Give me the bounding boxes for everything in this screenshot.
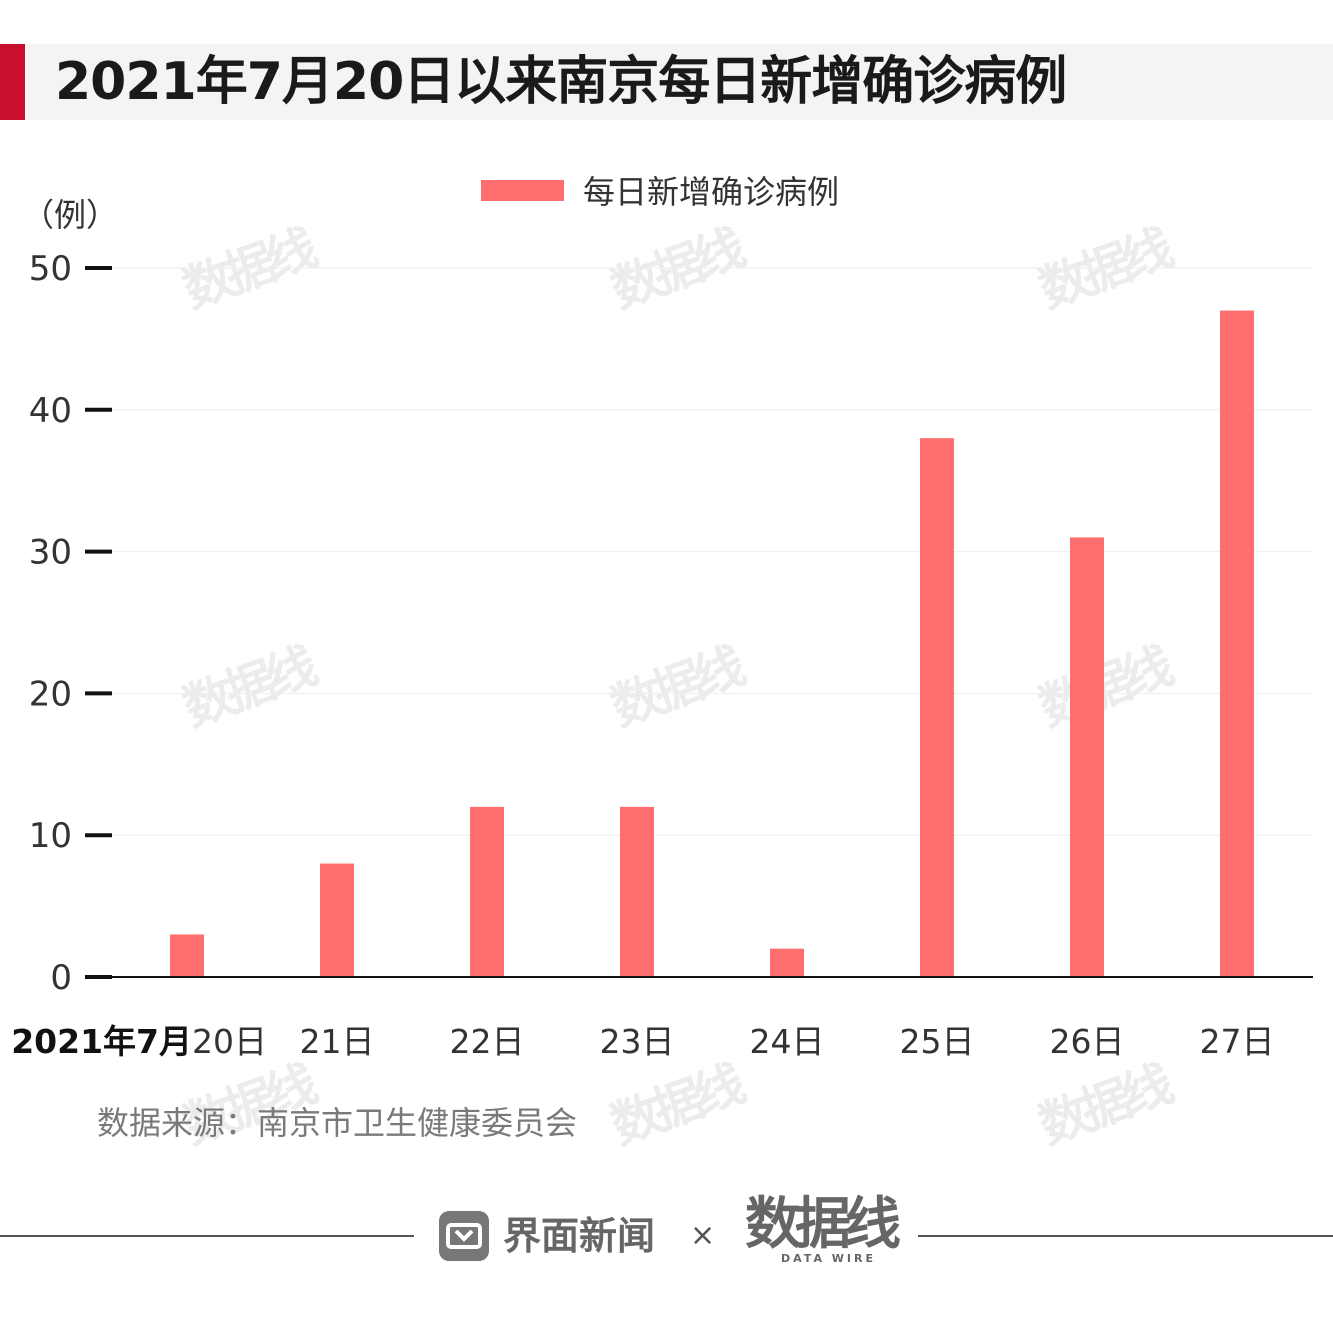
x-tick-label: 23日 — [600, 1022, 675, 1061]
x-tick-label: 25日 — [900, 1022, 975, 1061]
times-sign: × — [690, 1218, 716, 1253]
y-tick-label: 30 — [29, 533, 72, 573]
title-accent-bar — [0, 44, 25, 120]
bar-chart: （例） 每日新增确诊病例 0 10 20 30 40 50 2021年7月20日 21日 22日 23… — [11, 173, 1313, 1061]
jiemian-brand-name: 界面新闻 — [503, 1214, 656, 1258]
bar — [320, 863, 354, 977]
title-bar: 2021年7月20日以来南京每日新增确诊病例 — [0, 44, 1333, 120]
jiemian-logo-icon — [439, 1211, 489, 1261]
y-tick-label: 10 — [29, 816, 72, 856]
y-unit-label: （例） — [22, 196, 118, 234]
footer-divider-right — [918, 1235, 1333, 1237]
x-tick-label: 26日 — [1050, 1022, 1125, 1061]
x-tick-label: 21日 — [300, 1022, 375, 1061]
y-tick-label: 20 — [29, 674, 72, 714]
legend-label: 每日新增确诊病例 — [583, 173, 839, 211]
y-tick-label: 50 — [29, 249, 72, 289]
bar — [170, 934, 204, 977]
y-tick-label: 0 — [50, 958, 72, 998]
bar — [1220, 310, 1254, 977]
bar — [770, 948, 804, 977]
datawire-logo-text: 数据线 — [745, 1192, 901, 1257]
legend-swatch — [481, 180, 564, 201]
x-tick-label: 2021年7月20日 — [11, 1022, 267, 1061]
bar — [1070, 537, 1104, 977]
chart-title: 2021年7月20日以来南京每日新增确诊病例 — [55, 52, 1067, 112]
bar — [470, 806, 504, 977]
x-tick-label: 22日 — [450, 1022, 525, 1061]
x-tick-label: 27日 — [1200, 1022, 1275, 1061]
data-source: 数据来源：南京市卫生健康委员会 — [97, 1104, 578, 1142]
x-tick-label: 24日 — [750, 1022, 825, 1061]
bar — [920, 438, 954, 977]
y-tick-label: 40 — [29, 391, 72, 431]
bar — [620, 806, 654, 977]
datawire-logo-subtitle: DATA WIRE — [781, 1252, 876, 1265]
datawire-logo: 数据线 DATA WIRE — [745, 1190, 901, 1265]
footer-divider-left — [0, 1235, 414, 1237]
